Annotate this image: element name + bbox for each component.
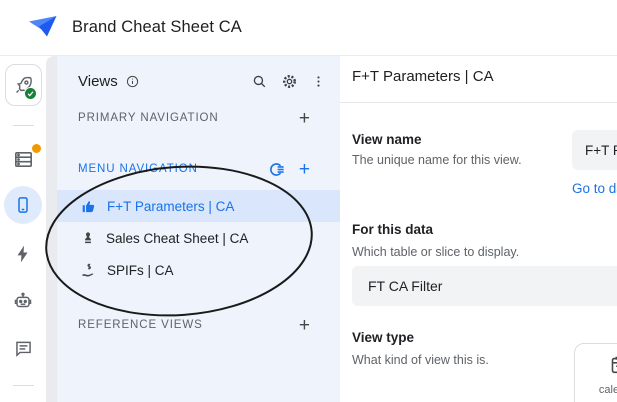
sidebar-item-automation[interactable]	[0, 244, 46, 264]
view-item-label: SPIFs | CA	[107, 262, 174, 278]
search-icon[interactable]	[251, 73, 268, 90]
divider	[340, 102, 617, 103]
view-type-label: View type	[352, 330, 415, 345]
view-item-label: F+T Parameters | CA	[107, 198, 235, 214]
app-title: Brand Cheat Sheet CA	[72, 18, 242, 36]
lightning-icon	[17, 245, 28, 263]
views-panel: Views	[57, 56, 340, 402]
more-vertical-icon[interactable]	[311, 74, 326, 89]
sidebar-item-assistant[interactable]	[0, 290, 46, 312]
data-table-icon	[14, 151, 32, 168]
calendar-icon	[609, 354, 617, 381]
hand-money-icon	[81, 263, 96, 278]
view-detail-panel: F+T Parameters | CA View name The unique…	[340, 56, 617, 402]
appsheet-logo-icon	[29, 15, 57, 36]
view-item-label: Sales Cheat Sheet | CA	[106, 230, 249, 246]
view-type-description: What kind of view this is.	[352, 353, 489, 367]
views-panel-title: Views	[78, 72, 118, 90]
section-menu-navigation: MENU NAVIGATION +	[78, 158, 310, 180]
chat-icon	[15, 341, 31, 357]
add-primary-view-button[interactable]: +	[298, 107, 310, 129]
sidebar-item-data[interactable]	[0, 148, 46, 171]
view-name-label: View name	[352, 132, 422, 147]
sidebar-item-chat[interactable]	[0, 338, 46, 359]
go-to-data-link[interactable]: Go to data	[572, 181, 617, 196]
app-header: Brand Cheat Sheet CA	[0, 0, 617, 56]
section-primary-navigation: PRIMARY NAVIGATION +	[78, 107, 310, 129]
for-this-data-label: For this data	[352, 222, 434, 237]
add-menu-view-button[interactable]: +	[298, 158, 310, 180]
phone-icon	[18, 197, 28, 213]
data-source-select[interactable]: FT CA Filter	[352, 266, 617, 306]
data-notification-badge	[32, 144, 41, 153]
launch-preview-button[interactable]	[5, 64, 42, 106]
view-type-option-label: calendar	[598, 384, 617, 396]
deployed-check-badge	[24, 87, 37, 100]
rail-divider	[13, 125, 34, 126]
gear-icon[interactable]	[281, 73, 298, 90]
view-type-option-calendar[interactable]: calendar	[574, 343, 617, 402]
view-item-spifs[interactable]: SPIFs | CA	[57, 254, 340, 286]
stamp-icon	[81, 231, 95, 245]
rail-divider	[13, 385, 34, 386]
for-this-data-description: Which table or slice to display.	[352, 245, 520, 259]
view-item-ft-parameters[interactable]: F+T Parameters | CA	[57, 190, 340, 222]
add-reference-view-button[interactable]: +	[298, 314, 310, 336]
robot-icon	[14, 292, 32, 308]
thumb-up-icon	[81, 199, 96, 214]
primary-navigation-label: PRIMARY NAVIGATION	[78, 112, 219, 124]
view-name-input[interactable]: F+T Parameters | CA	[572, 130, 617, 170]
section-reference-views: REFERENCE VIEWS +	[78, 314, 310, 336]
menu-navigation-label: MENU NAVIGATION	[78, 163, 198, 175]
panel-resize-gutter[interactable]	[46, 56, 57, 402]
view-name-description: The unique name for this view.	[352, 153, 522, 167]
view-item-sales-cheat-sheet[interactable]: Sales Cheat Sheet | CA	[57, 222, 340, 254]
rocket-icon	[16, 76, 32, 93]
views-panel-header: Views	[78, 68, 326, 94]
reference-views-label: REFERENCE VIEWS	[78, 319, 203, 331]
detail-panel-title: F+T Parameters | CA	[352, 68, 494, 85]
sidebar-item-views-selected[interactable]	[4, 186, 42, 224]
info-icon[interactable]	[125, 74, 140, 89]
menu-order-icon[interactable]	[268, 162, 285, 177]
left-nav-rail	[0, 56, 46, 402]
